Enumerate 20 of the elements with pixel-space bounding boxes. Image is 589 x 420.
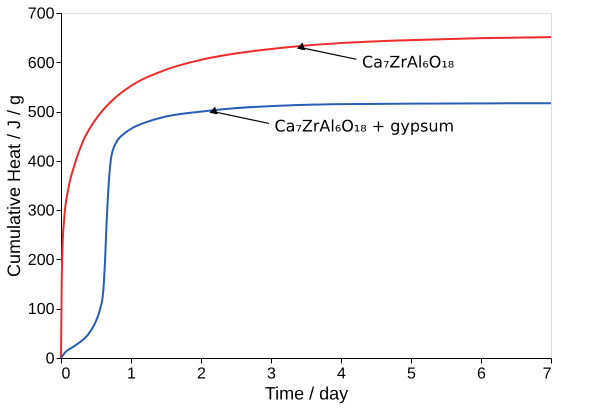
annotation: Ca₇ZrAl₆O₁₈ [362,52,454,72]
x-tick-label: 4 [337,366,346,382]
y-tick-label: 100 [28,301,55,318]
x-tick-label: 5 [407,366,416,382]
x-axis-title: Time / day [264,384,348,404]
x-tick-label: 6 [477,366,486,382]
y-tick-label: 0 [46,350,55,368]
x-tick-label: 2 [197,366,206,382]
y-tick-label: 500 [28,104,55,122]
y-tick-label: 700 [28,6,55,22]
x-tick-label: 1 [127,366,136,382]
y-tick-label: 300 [28,202,55,220]
x-tick-label: 3 [267,366,276,382]
x-tick-label: 0 [62,366,70,382]
y-axis-title: Cumulative Heat / J / g [4,94,24,278]
y-tick-label: 600 [28,54,55,72]
y-tick-label: 400 [28,153,55,170]
x-tick-label: 7 [542,366,552,382]
annotation: Ca₇ZrAl₆O₁₈ + gypsum [274,116,454,136]
y-tick-label: 200 [28,252,55,269]
